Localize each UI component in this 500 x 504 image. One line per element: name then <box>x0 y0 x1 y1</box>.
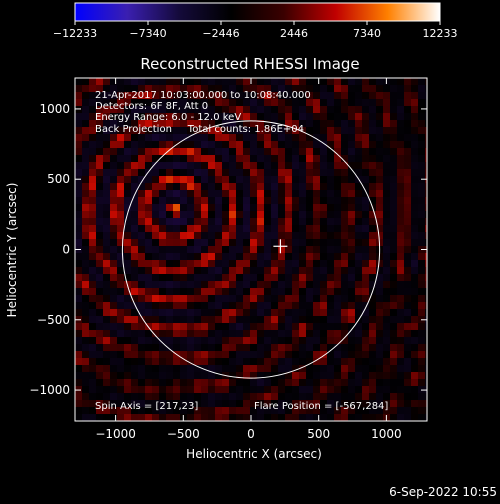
colorbar-tick-label: −12233 <box>53 27 97 40</box>
info-detectors: Detectors: 6F 8F, Att 0 <box>95 101 208 112</box>
y-tick-label: 1000 <box>39 102 70 116</box>
y-axis: −1000 −500 0 500 1000 <box>29 102 427 397</box>
x-axis-label: Heliocentric X (arcsec) <box>186 447 322 461</box>
heatmap-image <box>75 78 427 421</box>
colorbar-tick-label: 2446 <box>280 27 308 40</box>
y-tick-label: −1000 <box>29 383 70 397</box>
y-axis-label: Heliocentric Y (arcsec) <box>5 183 19 318</box>
x-tick-label: 1000 <box>371 427 402 441</box>
spin-axis-label: Spin Axis = [217,23] <box>95 401 198 412</box>
solar-limb-circle <box>121 120 381 379</box>
colorbar <box>74 2 441 22</box>
y-tick-label: 0 <box>62 243 70 257</box>
colorbar-tick-label: −2446 <box>202 27 239 40</box>
colorbar-tick-label: 12233 <box>423 27 458 40</box>
plot-area: −1000 −500 0 500 1000 −1000 −500 0 500 1000 <box>29 77 428 441</box>
y-tick-label: −500 <box>37 313 70 327</box>
info-time-range: 21-Apr-2017 10:03:00.000 to 10:08:40.000 <box>95 90 311 101</box>
spin-axis-marker <box>273 239 288 254</box>
x-tick-label: −500 <box>167 427 200 441</box>
x-tick-label: 500 <box>307 427 330 441</box>
colorbar-tick-label: 7340 <box>353 27 381 40</box>
x-tick-label: −1000 <box>95 427 136 441</box>
x-axis: −1000 −500 0 500 1000 <box>95 78 402 441</box>
y-tick-label: 500 <box>47 172 70 186</box>
x-tick-label: 0 <box>247 427 255 441</box>
chart-title: Reconstructed RHESSI Image <box>140 55 359 73</box>
flare-position-label: Flare Position = [-567,284] <box>254 401 388 412</box>
info-energy-range: Energy Range: 6.0 - 12.0 keV <box>95 112 241 123</box>
colorbar-ticks: −12233 −7340 −2446 2446 7340 12233 <box>53 21 458 40</box>
footer-timestamp: 6-Sep-2022 10:55 <box>389 485 497 499</box>
colorbar-tick-label: −7340 <box>129 27 166 40</box>
info-method-counts: Back Projection Total counts: 1.86E+04 <box>95 124 304 135</box>
